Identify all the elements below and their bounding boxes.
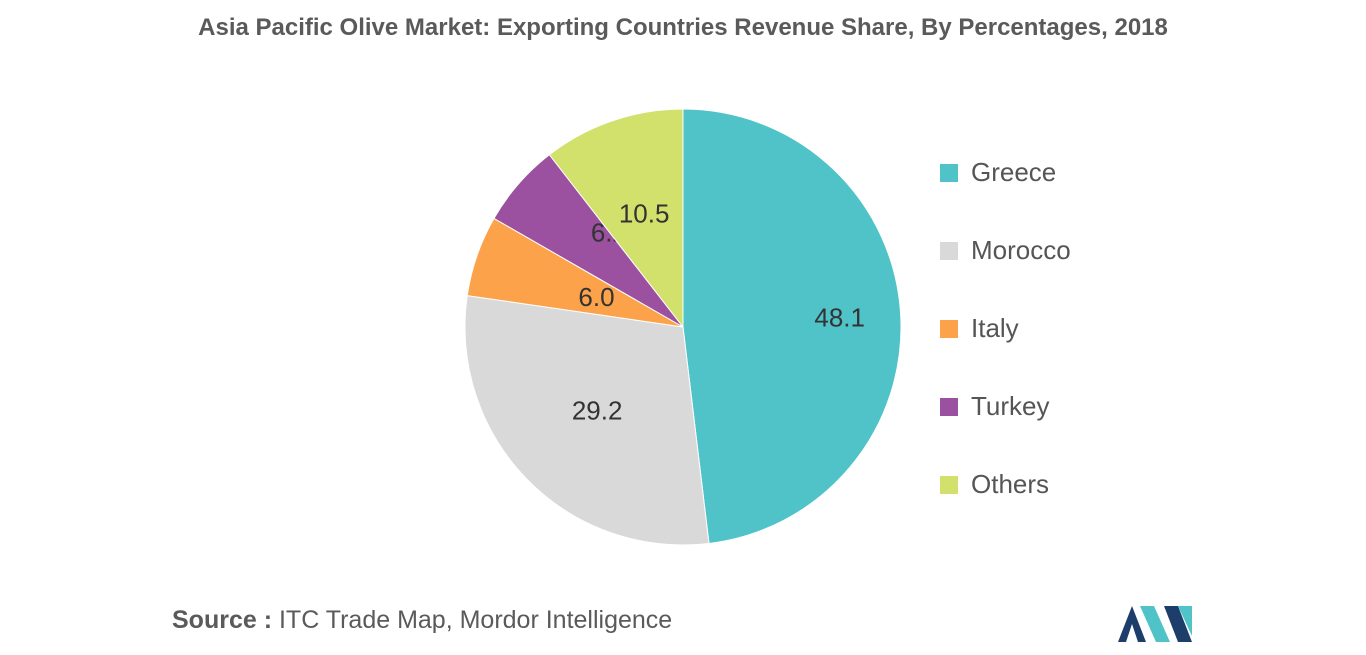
data-label-morocco: 29.2 bbox=[572, 396, 623, 426]
legend-swatch bbox=[940, 164, 958, 182]
legend-label: Greece bbox=[971, 157, 1057, 187]
data-label-italy: 6.0 bbox=[578, 282, 614, 312]
data-label-others: 10.5 bbox=[619, 199, 670, 229]
source-note: Source : ITC Trade Map, Mordor Intellige… bbox=[172, 606, 672, 635]
legend-label: Italy bbox=[971, 313, 1019, 343]
legend-item-morocco: Morocco bbox=[940, 233, 1071, 311]
legend-item-turkey: Turkey bbox=[940, 389, 1071, 467]
legend-swatch bbox=[940, 476, 958, 494]
source-text: ITC Trade Map, Mordor Intelligence bbox=[272, 606, 673, 634]
legend-item-italy: Italy bbox=[940, 311, 1071, 389]
legend-swatch bbox=[940, 398, 958, 416]
legend-label: Others bbox=[971, 469, 1050, 499]
mordor-intelligence-logo bbox=[1118, 606, 1192, 642]
pie-slice-others bbox=[548, 108, 684, 329]
legend-label: Turkey bbox=[971, 391, 1050, 421]
legend-label: Morocco bbox=[971, 235, 1071, 265]
legend-swatch bbox=[940, 242, 958, 260]
chart-legend: Greece Morocco Italy Turkey Others bbox=[940, 155, 1071, 545]
legend-item-others: Others bbox=[940, 467, 1071, 545]
legend-swatch bbox=[940, 320, 958, 338]
source-label: Source : bbox=[172, 606, 273, 634]
pie-slice-morocco bbox=[464, 295, 710, 546]
data-label-greece: 48.1 bbox=[814, 303, 865, 333]
legend-item-greece: Greece bbox=[940, 155, 1071, 233]
chart-title: Asia Pacific Olive Market: Exporting Cou… bbox=[198, 14, 1168, 41]
pie-slice-greece bbox=[682, 108, 902, 545]
